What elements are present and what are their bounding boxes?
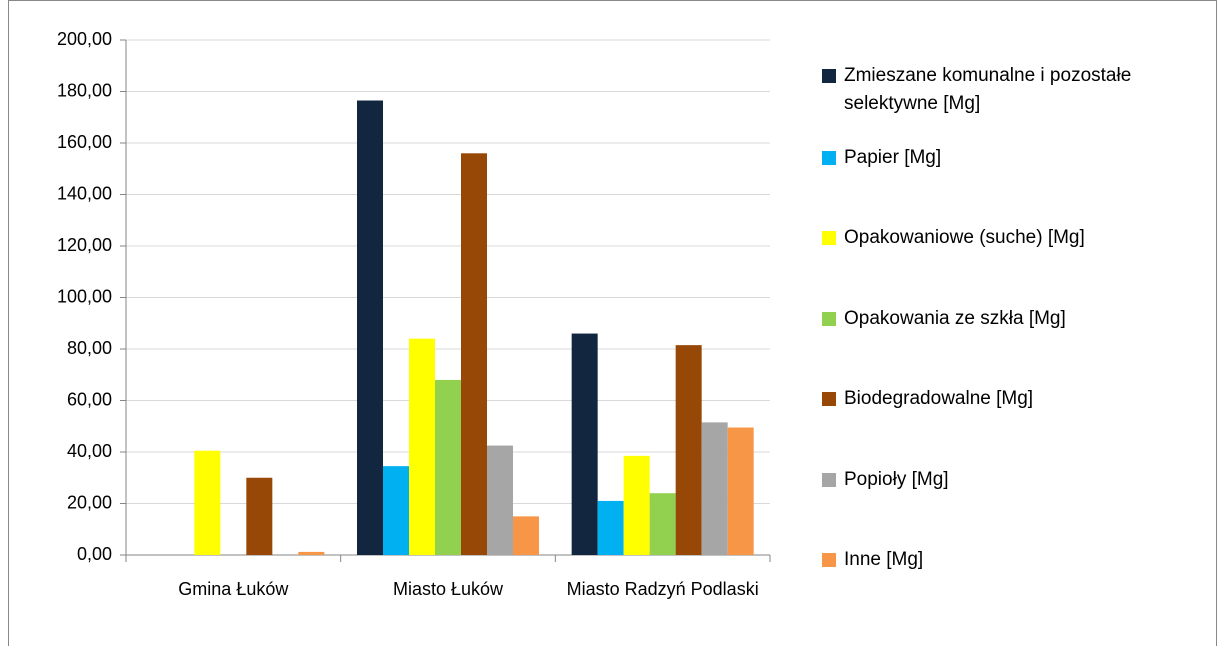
legend-item: Popioły [Mg]	[822, 466, 1174, 494]
legend-swatch	[822, 392, 836, 406]
bar	[461, 153, 487, 556]
bar	[383, 466, 409, 555]
y-tick-label: 160,00	[57, 132, 112, 152]
bar	[649, 493, 676, 555]
x-tick-label: Miasto Radzyń Podlaski	[566, 579, 759, 599]
bar	[623, 455, 650, 555]
bar	[435, 379, 461, 555]
y-tick-label: 40,00	[67, 441, 112, 461]
bar	[597, 500, 624, 555]
legend-swatch	[822, 312, 836, 326]
legend-swatch	[822, 151, 836, 165]
y-tick-label: 80,00	[67, 338, 112, 358]
legend-swatch	[822, 231, 836, 245]
legend-swatch	[822, 553, 836, 567]
legend-label: Zmieszane komunalne i pozostałe selektyw…	[844, 65, 1132, 114]
bar	[409, 338, 435, 555]
x-tick-label: Gmina Łuków	[178, 579, 289, 599]
y-tick-label: 100,00	[57, 286, 112, 306]
y-tick-label: 0,00	[77, 544, 112, 564]
legend-item: Opakowaniowe (suche) [Mg]	[822, 224, 1174, 252]
legend-label: Biodegradowalne [Mg]	[844, 388, 1034, 409]
legend-item: Inne [Mg]	[822, 546, 1174, 574]
legend-swatch	[822, 69, 836, 83]
y-tick-label: 120,00	[57, 235, 112, 255]
legend-label: Opakowania ze szkła [Mg]	[844, 308, 1066, 329]
bar	[487, 445, 513, 555]
bar	[513, 516, 539, 555]
legend-item: Zmieszane komunalne i pozostałe selektyw…	[822, 62, 1174, 118]
legend-label: Papier [Mg]	[844, 147, 942, 168]
bar	[246, 477, 273, 555]
y-tick-label: 20,00	[67, 492, 112, 512]
bar	[194, 450, 221, 555]
legend-label: Opakowaniowe (suche) [Mg]	[844, 227, 1085, 248]
legend-label: Popioły [Mg]	[844, 469, 949, 490]
bar	[675, 345, 702, 555]
legend-item: Biodegradowalne [Mg]	[822, 385, 1174, 413]
bar	[571, 333, 598, 555]
y-tick-label: 180,00	[57, 80, 112, 100]
x-tick-label: Miasto Łuków	[392, 579, 504, 599]
y-tick-label: 60,00	[67, 389, 112, 409]
bar	[727, 427, 754, 555]
bar	[701, 422, 728, 555]
legend-swatch	[822, 473, 836, 487]
frame	[8, 0, 1217, 646]
y-tick-label: 200,00	[57, 29, 112, 49]
bar	[298, 551, 325, 555]
legend-item: Papier [Mg]	[822, 144, 1174, 172]
legend-item: Opakowania ze szkła [Mg]	[822, 305, 1174, 333]
legend-label: Inne [Mg]	[844, 549, 924, 570]
y-tick-label: 140,00	[57, 183, 112, 203]
bar	[357, 100, 383, 555]
